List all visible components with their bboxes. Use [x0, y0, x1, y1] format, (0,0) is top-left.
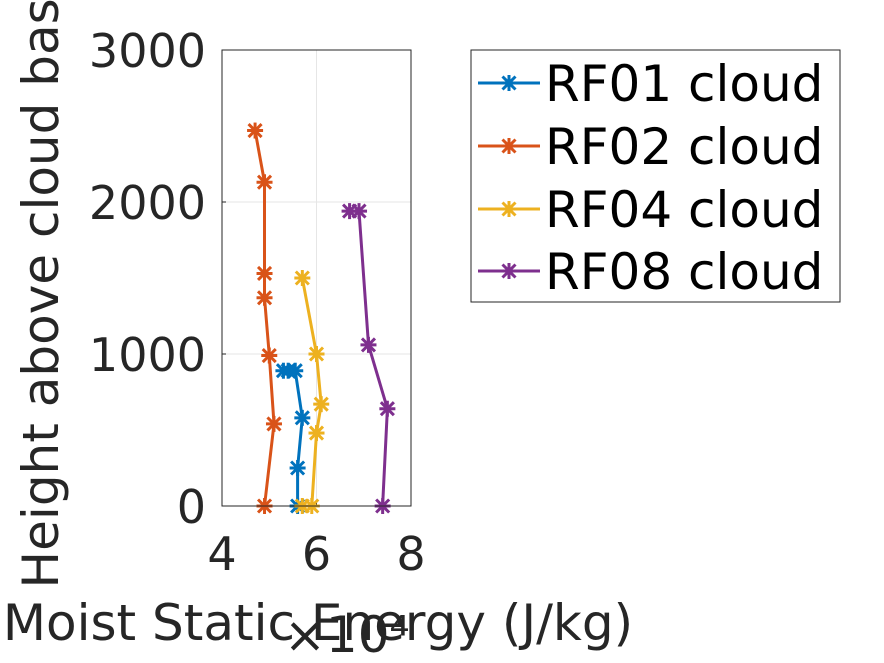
- legend-label: RF04 cloud: [545, 181, 823, 239]
- data-point-marker: [256, 265, 273, 282]
- y-axis-label: Height above cloud base: [12, 0, 70, 588]
- data-point-marker: [294, 270, 311, 286]
- data-point-marker: [247, 122, 264, 139]
- x-exponent-label: ×10⁴: [284, 606, 410, 663]
- data-point-marker: [261, 347, 278, 364]
- legend-label: RF08 cloud: [545, 243, 823, 301]
- y-tick-label: 2000: [89, 176, 206, 230]
- data-point-marker: [360, 336, 377, 353]
- data-point-marker: [379, 400, 396, 417]
- legend-label: RF02 cloud: [545, 118, 823, 176]
- legend-box: [470, 49, 841, 303]
- data-point-marker: [308, 425, 325, 442]
- x-tick-label: 6: [302, 527, 331, 581]
- legend-marker: [501, 75, 517, 91]
- y-tick-label: 1000: [89, 328, 206, 382]
- legend-marker: [501, 138, 517, 154]
- legend-marker: [501, 201, 517, 217]
- data-point-marker: [308, 346, 325, 362]
- legend-marker: [501, 263, 517, 279]
- x-axis-label: Moist Static Energy (J/kg): [3, 594, 633, 652]
- data-point-marker: [341, 203, 358, 220]
- data-point-marker: [265, 415, 282, 432]
- legend-item: RF08 cloud: [478, 243, 823, 301]
- y-tick-label: 3000: [89, 24, 206, 78]
- data-point-marker: [256, 174, 273, 191]
- legend-item: RF02 cloud: [478, 118, 823, 176]
- data-point-marker: [294, 409, 311, 426]
- x-tick-label: 4: [207, 527, 236, 581]
- data-point-marker: [289, 460, 306, 476]
- x-tick-label: 8: [396, 527, 425, 581]
- plot-frame: [221, 49, 412, 507]
- y-tick-labels: 0 1000 2000 3000: [89, 24, 206, 534]
- data-point-marker: [256, 289, 273, 306]
- legend-item: RF04 cloud: [478, 181, 823, 239]
- legend-item: RF01 cloud: [478, 55, 823, 113]
- y-tick-label: 0: [177, 480, 206, 534]
- legend-label: RF01 cloud: [545, 55, 823, 113]
- data-point-marker: [280, 362, 297, 379]
- series-2: [247, 122, 282, 514]
- x-tick-labels: 4 6 8: [207, 527, 425, 581]
- data-point-marker: [313, 396, 330, 413]
